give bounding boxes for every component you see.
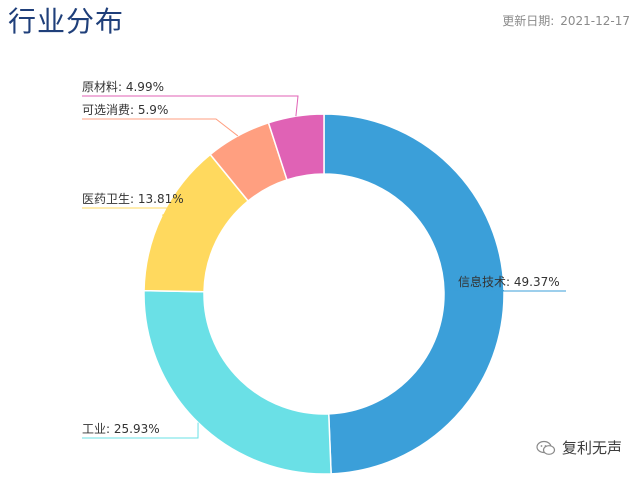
slice-1[interactable] <box>323 113 505 475</box>
data-label-4: 可选消费: 5.9% <box>82 103 168 117</box>
leader-line-3 <box>82 207 179 216</box>
update-label: 更新日期: <box>502 14 555 28</box>
update-value: 2021-12-17 <box>560 14 630 28</box>
slice-2[interactable] <box>143 289 332 475</box>
leader-line-4 <box>82 118 239 137</box>
update-date: 更新日期: 2021-12-17 <box>496 12 630 29</box>
leader-line-1 <box>447 289 566 292</box>
page-title: 行业分布 <box>8 5 125 38</box>
watermark: 复利无声 <box>536 437 622 458</box>
leader-line-5 <box>82 95 299 117</box>
data-label-2: 工业: 25.93% <box>82 422 160 436</box>
leader-line-2 <box>82 422 199 439</box>
data-label-3: 医药卫生: 13.81% <box>82 192 184 206</box>
slice-5[interactable] <box>267 113 325 181</box>
wechat-icon <box>536 440 556 455</box>
watermark-text: 复利无声 <box>561 439 622 457</box>
data-label-5: 原材料: 4.99% <box>82 80 164 94</box>
data-label-1: 信息技术: 49.37% <box>458 274 560 289</box>
